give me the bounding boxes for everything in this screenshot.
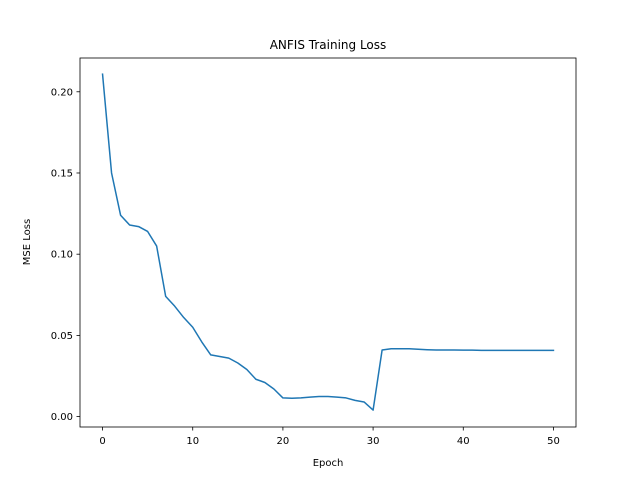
x-tick-label: 30	[367, 436, 380, 447]
x-tick-label: 40	[457, 436, 470, 447]
x-tick-label: 50	[547, 436, 560, 447]
y-tick-label: 0.10	[51, 250, 73, 261]
y-axis-label: MSE Loss	[22, 219, 33, 265]
loss-series-line	[101, 73, 555, 411]
x-tick-label: 0	[99, 436, 105, 447]
y-axis-ticks: 0.00 0.05 0.10 0.15 0.20	[51, 87, 80, 423]
plot-area-frame	[79, 57, 577, 428]
y-tick-label: 0.05	[51, 331, 73, 342]
y-tick-label: 0.15	[51, 168, 73, 179]
x-axis-label: Epoch	[313, 458, 344, 469]
series-layer	[101, 73, 555, 411]
x-tick-label: 10	[186, 436, 199, 447]
chart-title: ANFIS Training Loss	[270, 38, 387, 52]
x-tick-label: 20	[277, 436, 290, 447]
y-tick-label: 0.00	[51, 412, 73, 423]
y-tick-label: 0.20	[51, 87, 73, 98]
x-axis-ticks: 0 10 20 30 40 50	[99, 427, 560, 447]
